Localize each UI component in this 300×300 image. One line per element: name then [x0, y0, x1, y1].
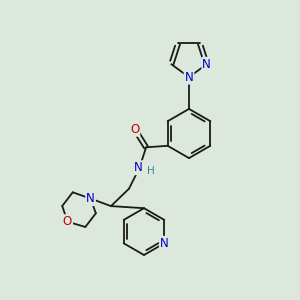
Text: O: O — [130, 123, 139, 136]
Text: N: N — [86, 192, 95, 205]
Text: N: N — [134, 161, 142, 174]
Text: N: N — [184, 70, 194, 84]
Text: N: N — [202, 58, 211, 71]
Text: O: O — [63, 215, 72, 228]
Text: N: N — [160, 237, 169, 250]
Text: H: H — [147, 166, 155, 176]
